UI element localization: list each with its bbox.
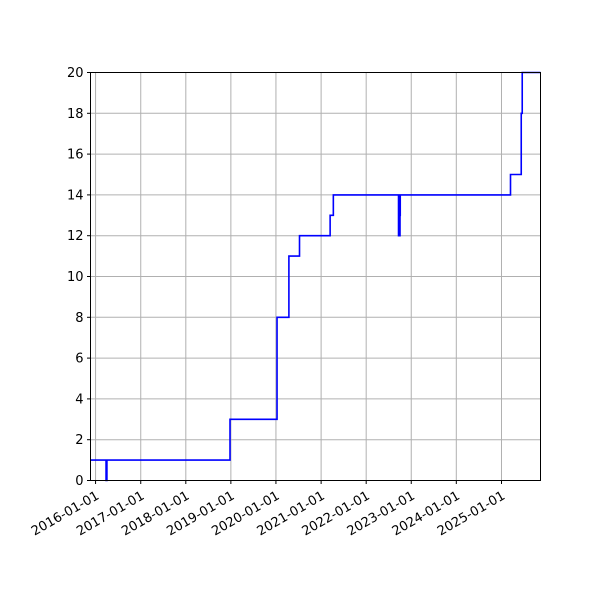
y-tick-label: 20	[67, 66, 84, 81]
y-tick-label: 18	[67, 107, 84, 122]
series-layer	[90, 71, 541, 482]
series-line	[90, 71, 541, 482]
grid	[90, 72, 541, 481]
y-tick-label: 0	[75, 474, 83, 489]
y-tick-label: 10	[67, 270, 84, 285]
y-tick-label: 4	[75, 392, 83, 407]
y-tick-label: 14	[67, 188, 84, 203]
y-tick-label: 6	[75, 352, 83, 367]
y-axis: 0 2 4 6 8 10 12 14 16 18 20	[67, 66, 91, 489]
y-tick-label: 16	[67, 148, 84, 163]
y-tick-label: 2	[75, 433, 83, 448]
y-tick-label: 8	[75, 311, 83, 326]
y-tick-label: 12	[67, 229, 84, 244]
x-axis: 2016-01-012017-01-012018-01-012019-01-01…	[29, 480, 508, 539]
